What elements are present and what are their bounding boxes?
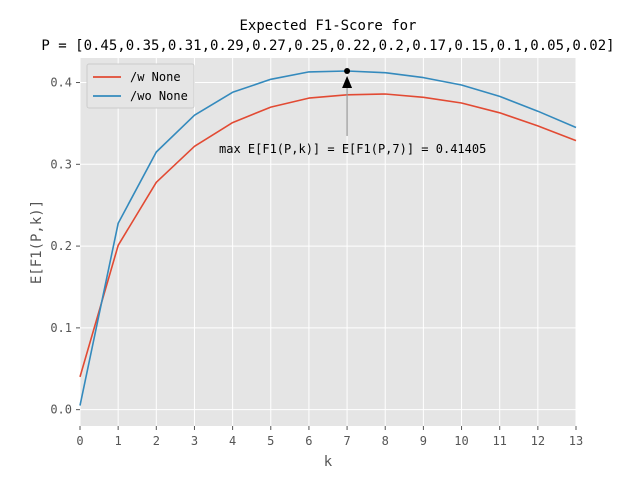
annotation-text: max E[F1(P,k)] = E[F1(P,7)] = 0.41405 <box>219 142 486 156</box>
y-tick-label-0: 0.0 <box>50 403 72 417</box>
x-tick-label-0: 0 <box>76 434 83 448</box>
series-layer <box>79 70 577 406</box>
y-axis-ticks: 0.0 0.1 0.2 0.3 0.4 <box>50 76 80 417</box>
x-tick-label-5: 5 <box>267 434 274 448</box>
x-tick-label-4: 4 <box>229 434 236 448</box>
chart-title: Expected F1-Score for P = [0.45,0.35,0.3… <box>41 18 614 54</box>
x-tick-label-6: 6 <box>305 434 312 448</box>
legend-label-0: /w None <box>130 70 181 84</box>
x-tick-label-8: 8 <box>382 434 389 448</box>
x-tick-label-2: 2 <box>153 434 160 448</box>
x-tick-label-13: 13 <box>569 434 583 448</box>
y-tick-label-1: 0.1 <box>50 321 72 335</box>
annotation-max-point <box>344 68 351 75</box>
annotation: max E[F1(P,k)] = E[F1(P,7)] = 0.41405 <box>219 68 486 156</box>
x-tick-label-11: 11 <box>492 434 506 448</box>
plot-area <box>80 58 576 426</box>
x-tick-label-12: 12 <box>531 434 545 448</box>
x-tick-label-3: 3 <box>191 434 198 448</box>
annotation-arrow-head <box>342 76 353 89</box>
y-tick-label-4: 0.4 <box>50 76 72 90</box>
legend-box <box>86 63 195 109</box>
series-line-0 <box>79 93 577 378</box>
chart-title-line-1: Expected F1-Score for <box>239 18 416 34</box>
x-tick-label-7: 7 <box>343 434 350 448</box>
y-tick-label-2: 0.2 <box>50 239 72 253</box>
x-tick-label-10: 10 <box>454 434 468 448</box>
legend: /w None/wo None <box>86 63 195 109</box>
x-tick-label-9: 9 <box>420 434 427 448</box>
series-line-1 <box>79 70 577 406</box>
x-axis-label: k <box>324 454 333 470</box>
legend-label-1: /wo None <box>130 89 188 103</box>
chart-title-line-2: P = [0.45,0.35,0.31,0.29,0.27,0.25,0.22,… <box>41 38 614 54</box>
y-tick-label-3: 0.3 <box>50 157 72 171</box>
x-axis-ticks: 0 1 2 3 4 5 6 7 8 9 10 11 12 13 <box>76 426 583 448</box>
x-tick-label-1: 1 <box>115 434 122 448</box>
y-axis-label: E[F1(P,k)] <box>29 200 45 284</box>
